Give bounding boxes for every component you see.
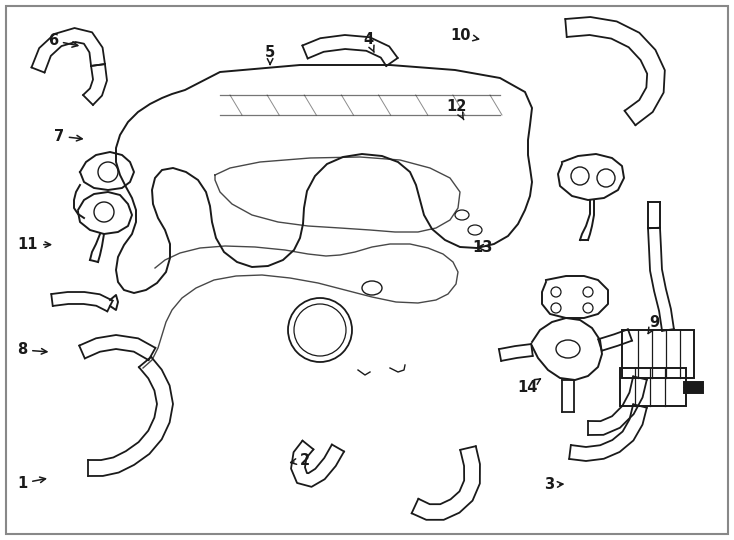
Text: 5: 5	[265, 45, 275, 64]
Text: 3: 3	[544, 477, 563, 492]
Bar	[620, 368, 686, 406]
Text: 1: 1	[17, 476, 46, 491]
Text: 8: 8	[17, 342, 47, 357]
Text: 9: 9	[648, 315, 660, 334]
Text: 11: 11	[18, 237, 51, 252]
Text: 2: 2	[291, 453, 310, 468]
Text: 13: 13	[473, 240, 493, 255]
Bar	[622, 330, 694, 378]
Text: 12: 12	[446, 99, 467, 120]
Text: 14: 14	[517, 379, 540, 395]
Text: 10: 10	[451, 28, 479, 43]
Text: 7: 7	[54, 129, 82, 144]
Text: 6: 6	[48, 33, 78, 48]
Text: 4: 4	[363, 32, 374, 52]
